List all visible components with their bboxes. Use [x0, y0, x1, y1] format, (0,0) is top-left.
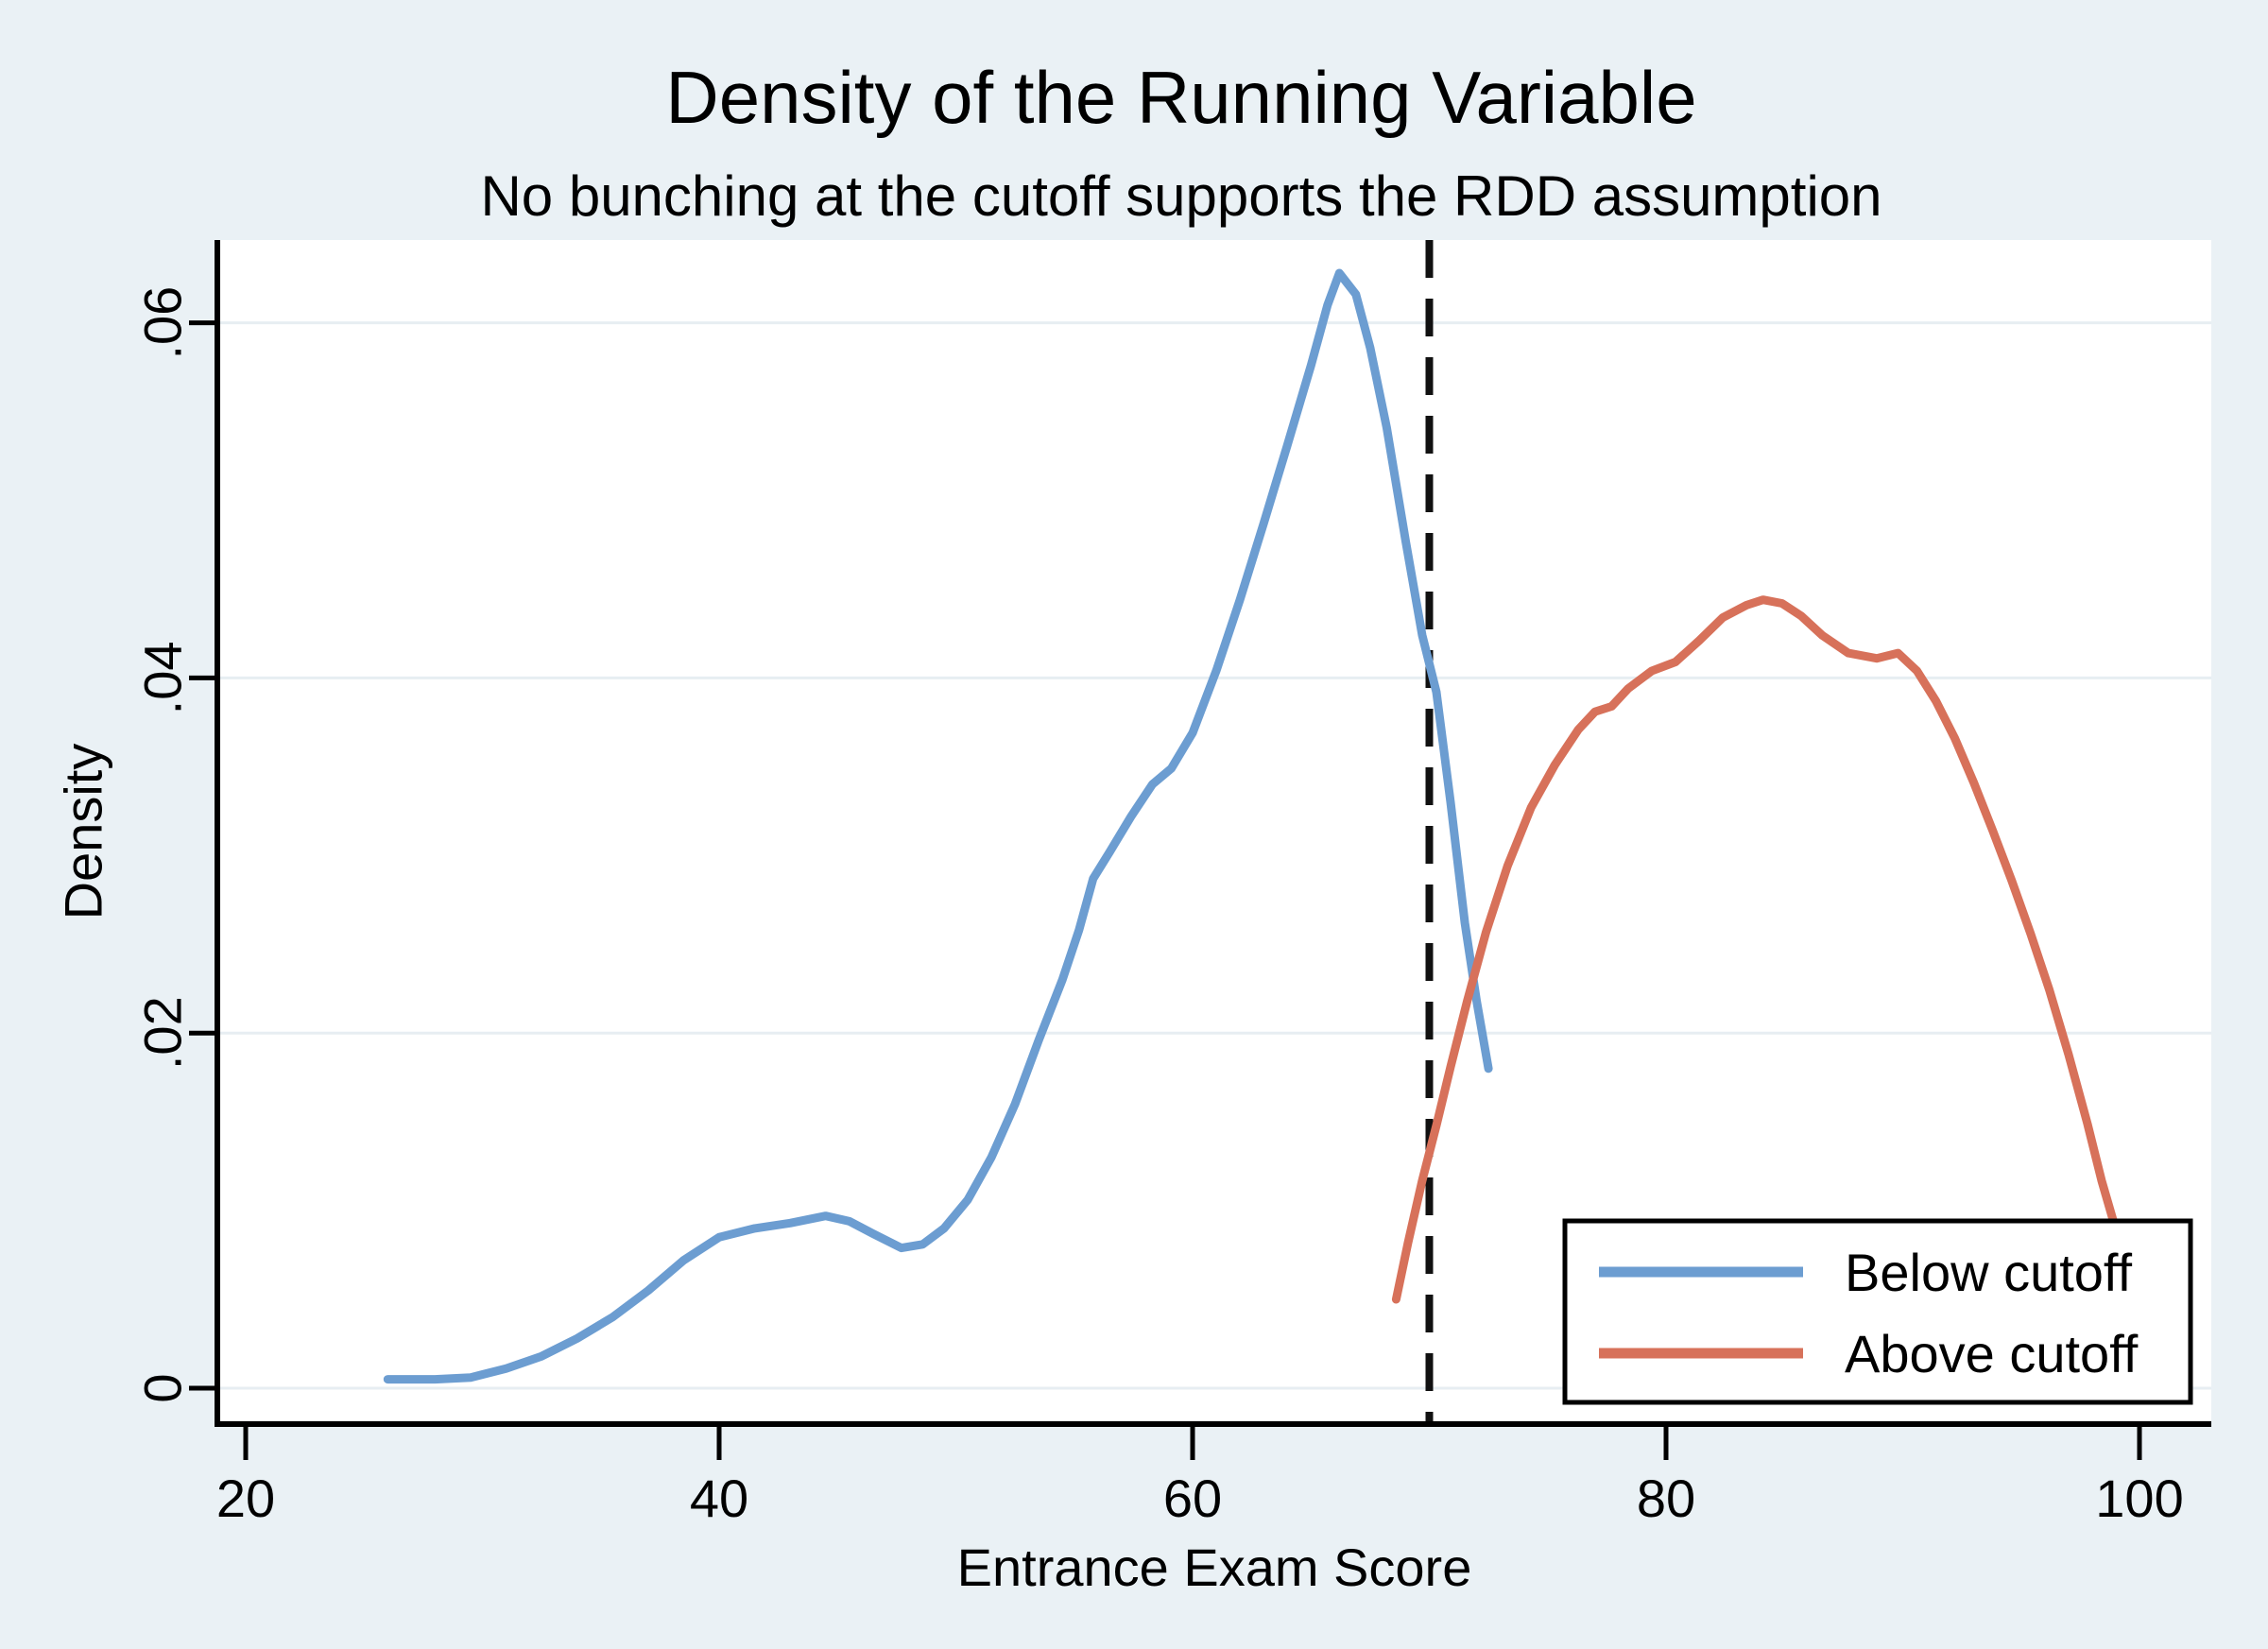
x-axis-ticks: 20 40 60 80 100	[216, 1424, 2184, 1528]
y-tick: .04	[133, 641, 217, 714]
y-tick-label: .06	[133, 286, 193, 360]
legend-label-below-cutoff: Below cutoff	[1845, 1243, 2132, 1302]
x-tick: 100	[2095, 1424, 2184, 1528]
chart-subtitle: No bunching at the cutoff supports the R…	[480, 164, 1881, 228]
y-tick: 0	[133, 1373, 217, 1403]
chart-title: Density of the Running Variable	[665, 56, 1696, 139]
legend-box	[1562, 1218, 2193, 1405]
x-tick-label: 20	[216, 1469, 275, 1528]
x-axis-title: Entrance Exam Score	[957, 1537, 1472, 1597]
y-axis-ticks: 0 .02 .04 .06	[133, 286, 217, 1403]
y-tick-label: .04	[133, 641, 193, 714]
y-tick: .02	[133, 996, 217, 1070]
y-tick-label: .02	[133, 996, 193, 1070]
legend-label-above-cutoff: Above cutoff	[1845, 1324, 2139, 1383]
y-tick: .06	[133, 286, 217, 360]
y-tick-label: 0	[133, 1373, 193, 1402]
x-tick-label: 60	[1163, 1469, 1222, 1528]
x-tick-label: 80	[1637, 1469, 1695, 1528]
y-axis-title: Density	[54, 744, 113, 920]
legend: Below cutoff Above cutoff	[1562, 1218, 2193, 1405]
x-tick: 20	[216, 1424, 275, 1528]
x-tick-label: 40	[690, 1469, 748, 1528]
x-tick: 60	[1163, 1424, 1222, 1528]
x-tick: 80	[1637, 1424, 1695, 1528]
x-tick-label: 100	[2095, 1469, 2183, 1528]
x-tick: 40	[690, 1424, 748, 1528]
above-cutoff-curve	[1391, 595, 2118, 1304]
below-cutoff-curve	[383, 268, 1493, 1384]
